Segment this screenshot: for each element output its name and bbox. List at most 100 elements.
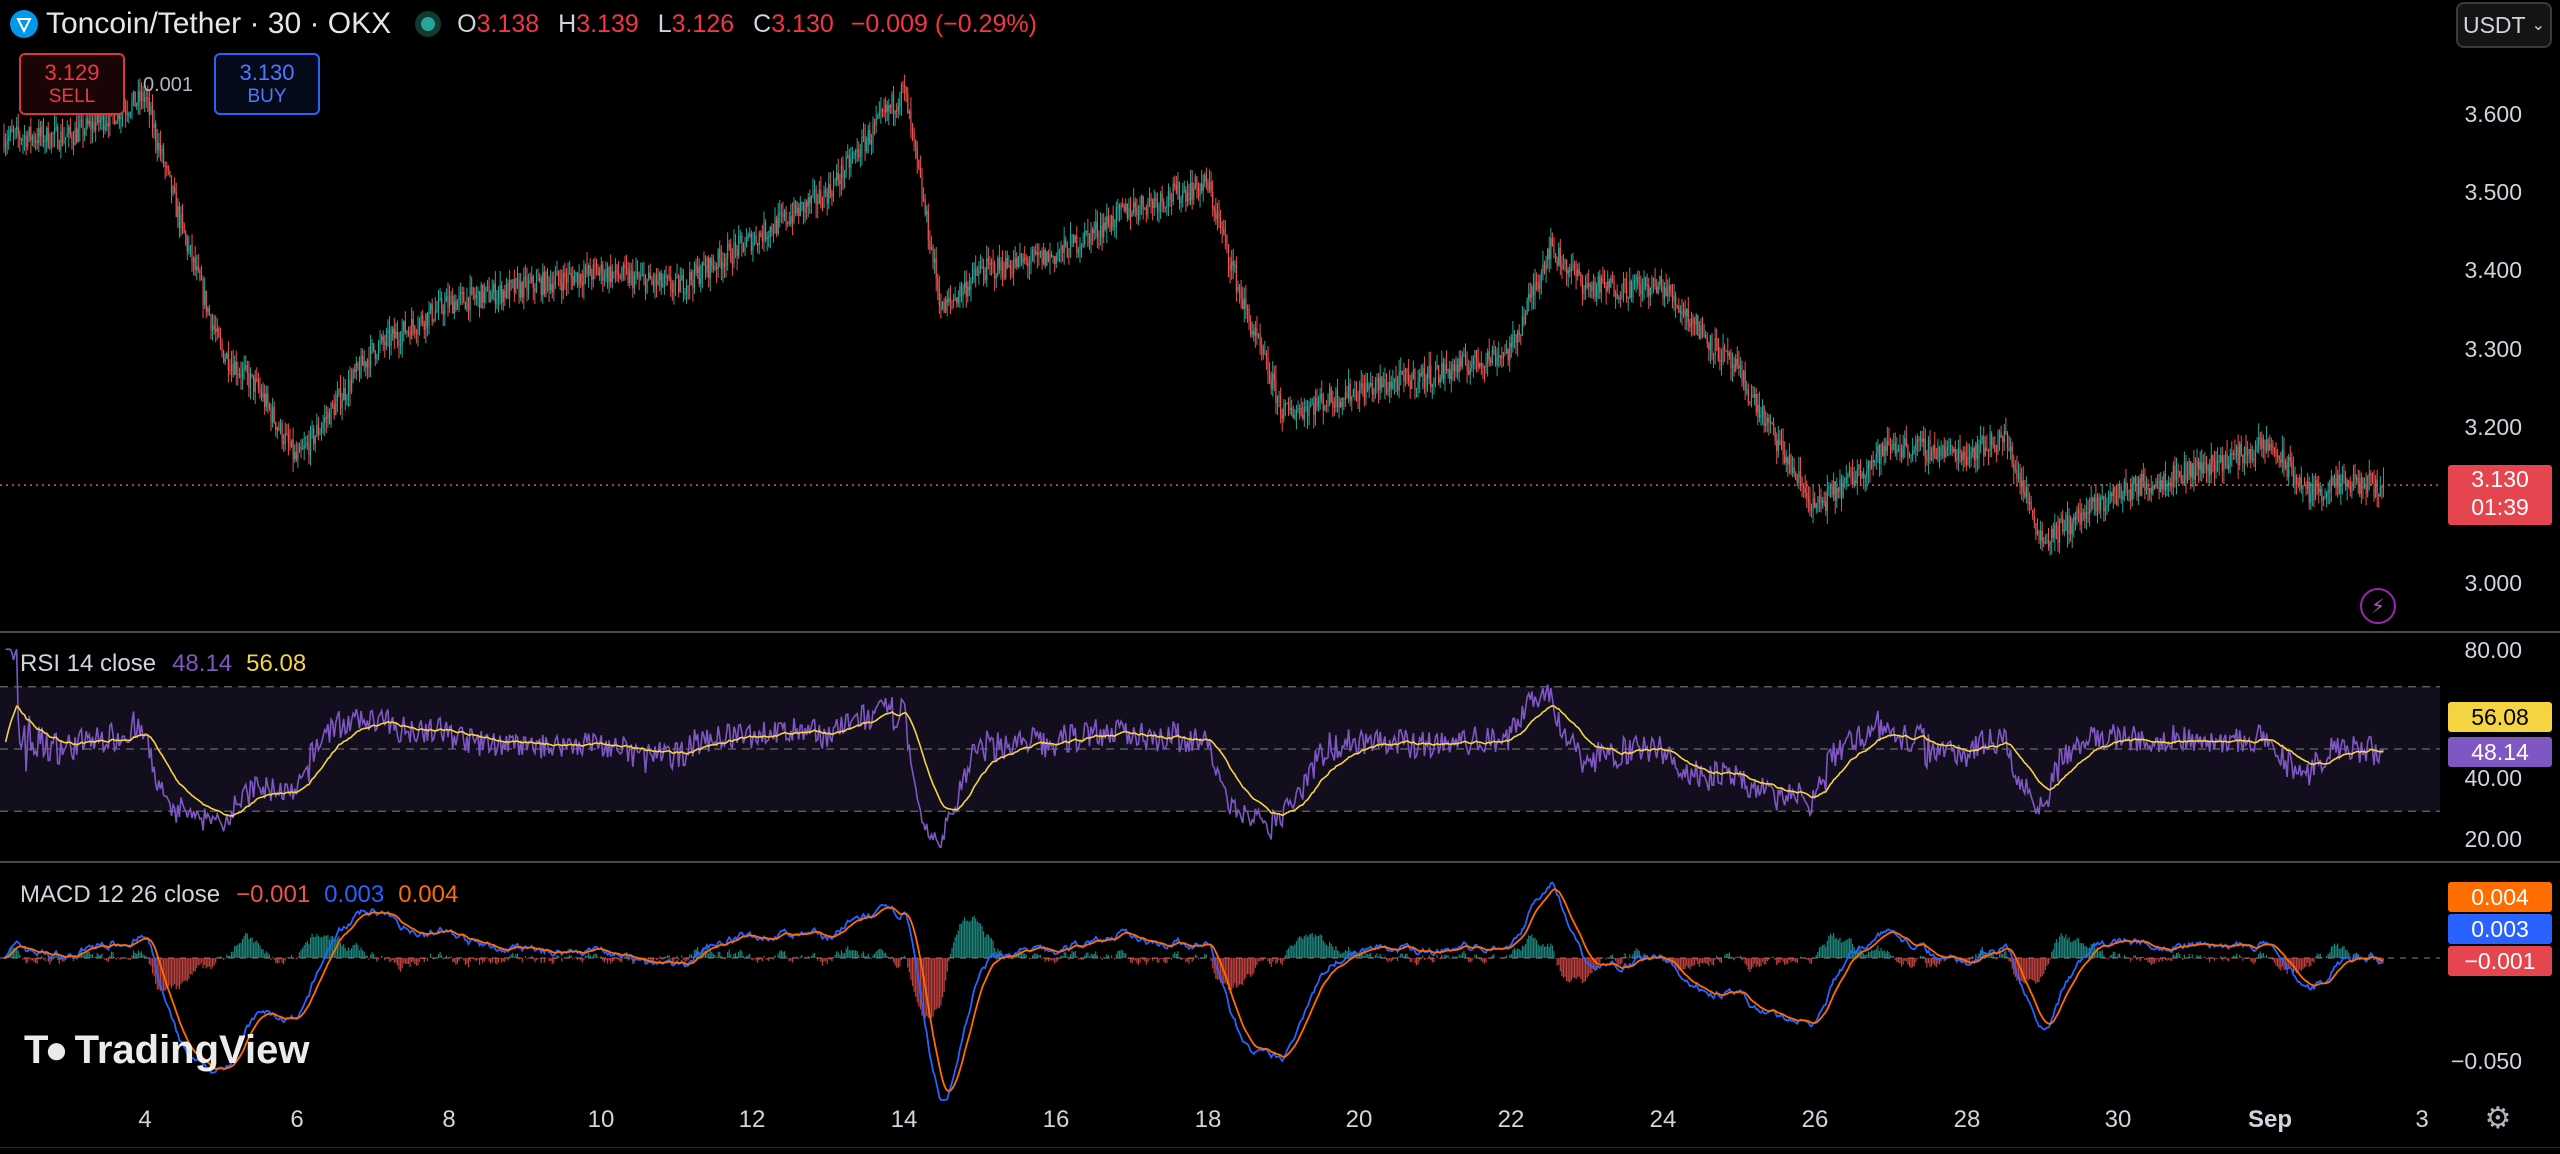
- candle-body: [1426, 374, 1429, 378]
- macd-histogram-bar: [540, 958, 542, 963]
- macd-histogram-bar: [1028, 958, 1031, 960]
- macd-histogram-bar: [1776, 958, 1778, 966]
- candle-body: [1117, 205, 1119, 207]
- candle-body: [1919, 438, 1922, 441]
- candle-body: [210, 314, 212, 331]
- macd-histogram-bar: [117, 957, 119, 958]
- candle-body: [1553, 245, 1555, 254]
- candle-body: [899, 101, 901, 107]
- candle-body: [9, 129, 11, 136]
- candle-body: [1381, 376, 1383, 388]
- candle-body: [2100, 498, 2102, 511]
- macd-histogram-bar: [158, 958, 160, 990]
- candle-body: [679, 280, 681, 293]
- macd-histogram-bar: [142, 954, 144, 958]
- macd-histogram-bar: [2318, 954, 2320, 958]
- macd-histogram-bar: [921, 958, 923, 1016]
- candle-body: [2204, 461, 2206, 465]
- buy-button[interactable]: 3.130 BUY: [214, 53, 320, 115]
- candle-body: [954, 297, 956, 301]
- gear-icon[interactable]: ⚙: [2484, 1101, 2512, 1135]
- candle-body: [253, 375, 255, 392]
- candle-body: [2264, 439, 2266, 452]
- macd-histogram-bar: [619, 958, 621, 962]
- symbol-legend[interactable]: Toncoin/Tether · 30 · OKX O3.138 H3.139 …: [10, 4, 1037, 44]
- candle-body: [904, 85, 906, 87]
- lightning-icon[interactable]: ⚡: [2360, 588, 2396, 624]
- macd-histogram-bar: [2216, 958, 2219, 959]
- candle-body: [1755, 393, 1757, 413]
- candle-body: [1749, 401, 1751, 403]
- candle-body: [1488, 351, 1490, 360]
- candle-body: [164, 164, 166, 167]
- candle-body: [983, 268, 985, 276]
- macd-histogram-bar: [58, 958, 60, 964]
- candle-body: [911, 124, 914, 132]
- candle-body: [99, 119, 101, 123]
- currency-selector[interactable]: USDT ⌄: [2456, 2, 2552, 48]
- candle-body: [891, 94, 893, 108]
- macd-histogram-bar: [55, 954, 57, 958]
- candle-body: [1670, 285, 1672, 294]
- candle-body: [992, 262, 994, 264]
- pane-separator-rsi-macd[interactable]: [0, 861, 2560, 863]
- candle-body: [1581, 282, 1584, 294]
- candle-body: [839, 180, 841, 184]
- rsi-legend[interactable]: RSI 14 close 48.14 56.08: [20, 650, 306, 678]
- candle-body: [2036, 531, 2039, 535]
- candle-body: [69, 127, 71, 135]
- macd-histogram-bar: [905, 958, 907, 959]
- macd-histogram-bar: [2174, 955, 2176, 958]
- candle-body: [1204, 175, 1206, 184]
- candle-body: [1520, 335, 1522, 337]
- rsi-ma-line: [4, 704, 2384, 817]
- candle-body: [1856, 468, 1858, 484]
- candle-body: [83, 131, 86, 136]
- candle-body: [2055, 525, 2058, 527]
- macd-histogram-bar: [1188, 958, 1190, 964]
- candle-body: [60, 131, 62, 149]
- macd-histogram-bar: [193, 958, 195, 972]
- macd-histogram-bar: [910, 958, 912, 980]
- macd-histogram-bar: [2308, 958, 2310, 968]
- candle-body: [412, 318, 414, 327]
- macd-histogram-bar: [632, 958, 634, 965]
- rsi-tick: 40.00: [2464, 765, 2522, 791]
- candle-body: [516, 278, 519, 281]
- macd-histogram-bar: [870, 958, 873, 959]
- sell-button[interactable]: 3.129 SELL: [19, 53, 125, 115]
- candle-body: [1415, 388, 1418, 390]
- candle-body: [926, 210, 928, 215]
- tradingview-logo[interactable]: T● TradingView: [24, 1028, 309, 1073]
- candle-body: [1442, 362, 1444, 380]
- pane-separator-price-rsi[interactable]: [0, 631, 2560, 633]
- candle-body: [1995, 451, 1997, 453]
- macd-histogram-bar: [1771, 956, 1773, 958]
- macd-legend[interactable]: MACD 12 26 close −0.001 0.003 0.004: [20, 881, 458, 909]
- symbol-title[interactable]: Toncoin/Tether · 30 · OKX: [46, 7, 392, 40]
- candle-body: [676, 275, 678, 277]
- candle-body: [542, 271, 544, 296]
- macd-histogram-bar: [1921, 956, 1923, 958]
- macd-histogram-bar: [1062, 956, 1064, 958]
- macd-histogram-bar: [1553, 951, 1555, 958]
- candle-body: [1807, 495, 1809, 501]
- candle-body: [2267, 439, 2269, 451]
- macd-histogram-bar: [605, 958, 607, 961]
- candle-body: [856, 149, 858, 151]
- macd-histogram-bar: [869, 957, 871, 958]
- macd-histogram-bar: [1201, 958, 1203, 960]
- candle-body: [1066, 245, 1068, 258]
- candle-body: [1810, 509, 1813, 511]
- macd-histogram-bar: [1893, 956, 1895, 958]
- candle-body: [575, 272, 577, 277]
- macd-histogram-bar: [333, 940, 335, 958]
- macd-histogram-bar: [1815, 955, 1817, 958]
- macd-histogram-bar: [1185, 958, 1187, 963]
- macd-histogram-bar: [2254, 958, 2257, 963]
- macd-histogram-bar: [1453, 957, 1456, 958]
- candle-body: [1573, 263, 1576, 271]
- candle-body: [2030, 501, 2032, 510]
- macd-histogram-bar: [1543, 946, 1546, 958]
